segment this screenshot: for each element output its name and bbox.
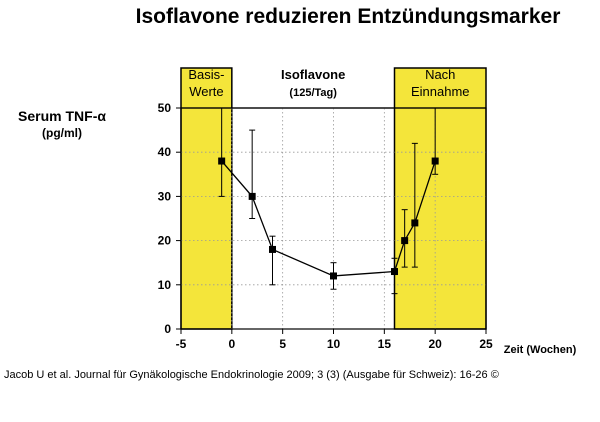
data-point-6 <box>411 219 419 227</box>
phase-label-2-0: Nach <box>425 67 455 82</box>
y-axis-unit: (pg/ml) <box>42 126 82 140</box>
data-point-5 <box>401 237 409 245</box>
x-axis-label: Zeit (Wochen) <box>504 344 577 356</box>
x-tick-label-3: 10 <box>327 337 341 351</box>
phase-label-1-0: Isoflavone <box>281 67 345 82</box>
plot-area: Basis- Werte Isoflavone (125/Tag) Nach Einnah… <box>158 67 493 351</box>
x-tick-label-0: -5 <box>176 337 187 351</box>
data-point-0 <box>218 157 226 165</box>
x-tick-label-6: 25 <box>479 337 493 351</box>
data-point-3 <box>330 272 337 280</box>
data-point-4 <box>391 268 398 276</box>
phase-panel-2 <box>393 67 487 330</box>
phase-label-0-0: Basis- <box>188 67 224 82</box>
y-tick-label-4: 40 <box>158 145 172 159</box>
y-tick-label-1: 10 <box>158 278 172 292</box>
data-point-1 <box>248 192 256 200</box>
y-tick-label-3: 30 <box>158 189 172 203</box>
y-tick-label-5: 50 <box>158 101 172 115</box>
x-tick-label-2: 5 <box>279 337 286 351</box>
chart-title: Isoflavone reduzieren Entzündungsmarker <box>136 5 561 28</box>
x-tick-label-5: 20 <box>428 337 442 351</box>
x-tick-label-1: 0 <box>228 337 235 351</box>
phase-panel-0 <box>180 67 233 330</box>
phase-label-0-1: Werte <box>189 84 223 99</box>
citation: Jacob U et al. Journal für Gynäkologisch… <box>4 369 499 381</box>
y-tick-label-0: 0 <box>164 322 171 336</box>
phase-label-2-1: Einnahme <box>411 84 470 99</box>
y-tick-label-2: 20 <box>158 234 172 248</box>
x-tick-label-4: 15 <box>378 337 392 351</box>
phase-label-1-1: (125/Tag) <box>289 87 337 99</box>
data-point-2 <box>269 245 276 253</box>
y-axis-label: Serum TNF-α <box>18 108 106 124</box>
data-point-7 <box>431 157 439 165</box>
